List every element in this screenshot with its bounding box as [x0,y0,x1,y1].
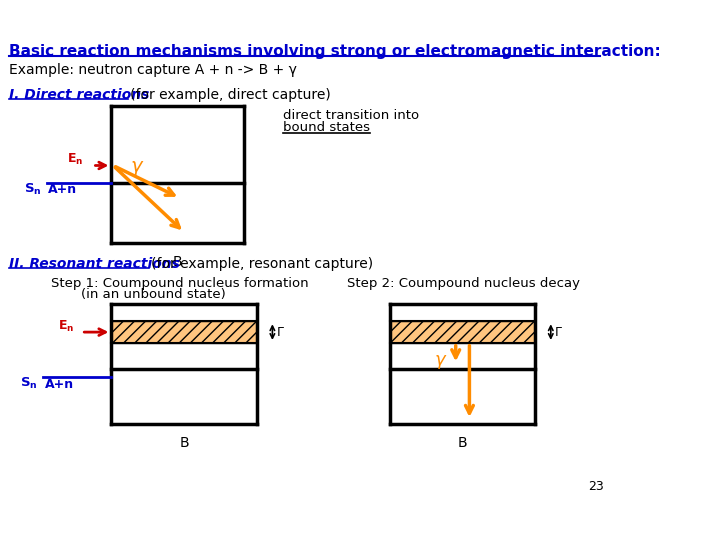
Bar [112,321,257,343]
Text: $\mathbf{S_n}$: $\mathbf{S_n}$ [20,376,37,392]
Bar [112,321,257,343]
Bar [390,321,536,343]
Text: A+n: A+n [48,184,77,197]
Text: 23: 23 [588,480,604,492]
Text: A+n: A+n [45,378,73,391]
Text: Example: neutron capture A + n -> B + γ: Example: neutron capture A + n -> B + γ [9,63,297,77]
Text: $\gamma$: $\gamma$ [130,159,145,178]
Text: $\Gamma$: $\Gamma$ [276,326,284,339]
Text: Step 2: Coumpound nucleus decay: Step 2: Coumpound nucleus decay [347,277,580,290]
Text: $\mathbf{S_n}$: $\mathbf{S_n}$ [24,182,41,197]
Text: I. Direct reactions: I. Direct reactions [9,87,154,102]
Text: bound states: bound states [283,121,369,134]
Text: (for example, resonant capture): (for example, resonant capture) [150,257,373,271]
Text: B: B [179,436,189,450]
Text: B: B [458,436,467,450]
Text: $\mathbf{E_n}$: $\mathbf{E_n}$ [67,152,83,167]
Text: (in an unbound state): (in an unbound state) [81,288,226,301]
Text: direct transition into: direct transition into [283,109,423,122]
Text: $\gamma$: $\gamma$ [434,353,448,370]
Text: $\mathbf{E_n}$: $\mathbf{E_n}$ [58,319,74,334]
Text: Basic reaction mechanisms involving strong or electromagnetic interaction:: Basic reaction mechanisms involving stro… [9,44,660,59]
Text: II. Resonant reactions: II. Resonant reactions [9,257,184,271]
Text: B: B [173,254,183,268]
Text: $\Gamma$: $\Gamma$ [554,326,563,339]
Text: Step 1: Coumpound nucleus formation: Step 1: Coumpound nucleus formation [51,277,309,290]
Bar [390,321,536,343]
Text: (for example, direct capture): (for example, direct capture) [130,87,331,102]
